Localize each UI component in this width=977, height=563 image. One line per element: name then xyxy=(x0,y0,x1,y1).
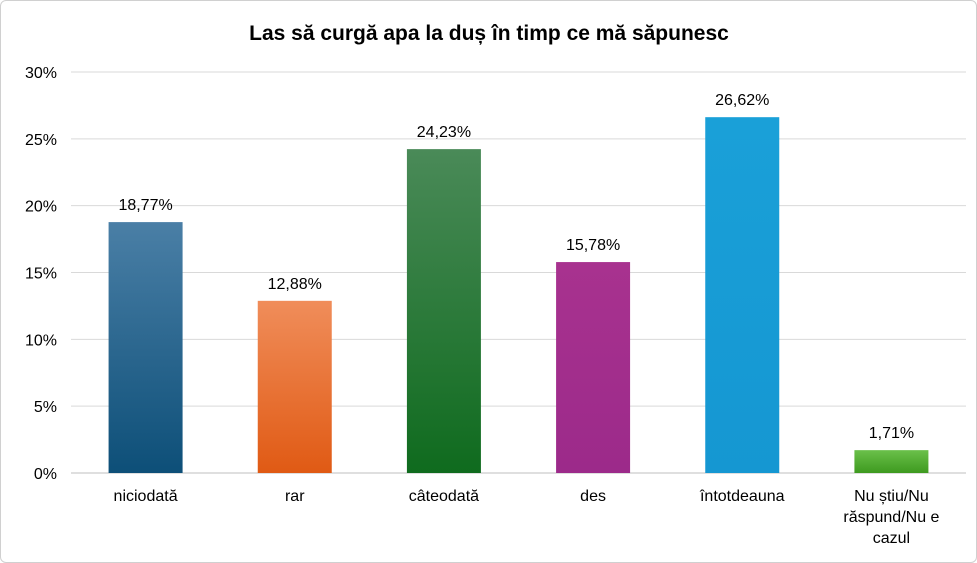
bar xyxy=(108,222,183,473)
x-tick-label: des xyxy=(580,488,606,505)
data-label: 12,88% xyxy=(268,276,322,293)
data-label: 15,78% xyxy=(566,237,620,254)
y-tick-label: 0% xyxy=(34,466,57,483)
x-tick-label: Nu știu/Nu xyxy=(854,488,929,505)
x-tick-label: întotdeauna xyxy=(699,488,785,505)
y-tick-label: 30% xyxy=(25,65,57,82)
y-tick-label: 20% xyxy=(25,199,57,216)
x-tick-label: niciodată xyxy=(114,488,178,505)
bar xyxy=(257,300,332,473)
chart-title: Las să curgă apa la duș în timp ce mă să… xyxy=(249,22,729,45)
y-tick-label: 5% xyxy=(34,399,57,416)
bar xyxy=(705,117,780,474)
data-label: 26,62% xyxy=(715,92,769,109)
y-tick-label: 10% xyxy=(25,332,57,349)
bar xyxy=(854,450,929,473)
bar xyxy=(406,149,481,473)
x-tick-label: rar xyxy=(285,488,305,505)
y-tick-label: 15% xyxy=(25,266,57,283)
x-tick-label: cazul xyxy=(873,530,910,547)
data-label: 1,71% xyxy=(869,425,914,442)
data-label: 24,23% xyxy=(417,124,471,141)
data-label: 18,77% xyxy=(118,197,172,214)
x-tick-label: răspund/Nu e xyxy=(843,509,939,526)
x-tick-label: câteodată xyxy=(409,488,479,505)
y-tick-label: 25% xyxy=(25,132,57,149)
bar xyxy=(556,262,631,473)
